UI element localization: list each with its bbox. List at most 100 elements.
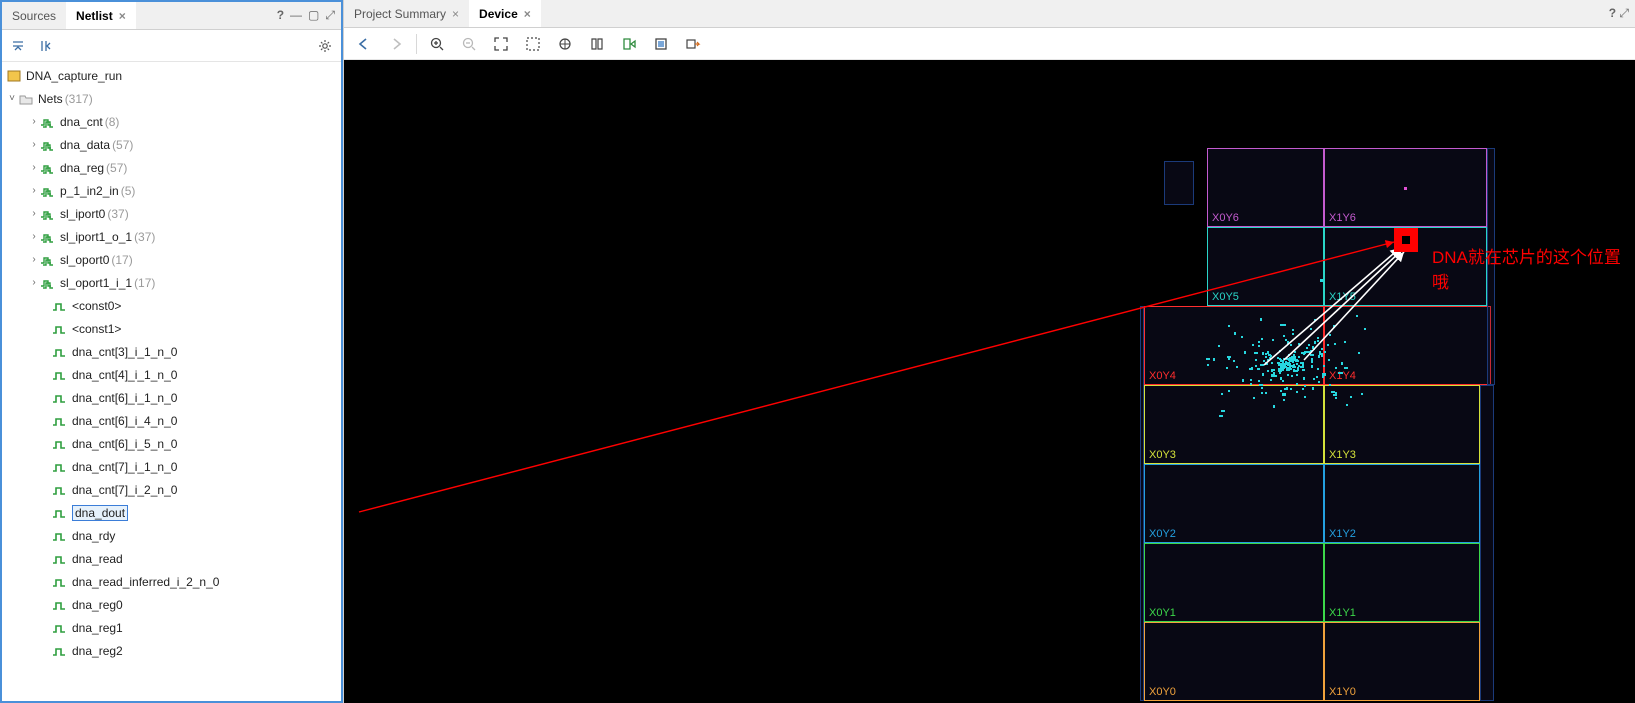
placed-cell (1317, 340, 1319, 342)
placed-cell (1298, 343, 1300, 345)
tree-node[interactable]: › sl_oport0(17) (2, 248, 341, 271)
tree-node[interactable]: · dna_cnt[3]_i_1_n_0 (2, 340, 341, 363)
tree-count: (37) (134, 230, 155, 244)
zoom-area-icon[interactable] (519, 32, 547, 56)
tree-node[interactable]: · dna_cnt[7]_i_2_n_0 (2, 478, 341, 501)
placed-cell (1327, 344, 1329, 346)
tree-node[interactable]: › sl_iport1_o_1(37) (2, 225, 341, 248)
placed-cell (1314, 319, 1316, 321)
caret-icon[interactable]: › (28, 208, 40, 219)
gear-icon[interactable] (315, 36, 335, 56)
clock-region-label: X1Y0 (1329, 686, 1356, 698)
tree-root[interactable]: DNA_capture_run (2, 64, 341, 87)
caret-icon[interactable]: › (28, 185, 40, 196)
back-icon[interactable] (350, 32, 378, 56)
close-icon[interactable]: × (524, 7, 531, 21)
place-icon[interactable] (615, 32, 643, 56)
tree-node[interactable]: · dna_read (2, 547, 341, 570)
close-icon[interactable]: × (452, 7, 459, 21)
collapse-all-icon[interactable] (8, 36, 28, 56)
caret-icon[interactable]: › (28, 116, 40, 127)
forward-icon[interactable] (382, 32, 410, 56)
netlist-tree[interactable]: DNA_capture_run ˅ Nets (317) › dna_cnt(8… (2, 62, 341, 701)
placed-cell (1258, 341, 1260, 343)
tree-node[interactable]: · dna_reg0 (2, 593, 341, 616)
tree-node[interactable]: · dna_cnt[4]_i_1_n_0 (2, 363, 341, 386)
tree-node[interactable]: · dna_cnt[6]_i_4_n_0 (2, 409, 341, 432)
caret-icon[interactable]: › (28, 162, 40, 173)
tree-node[interactable]: · dna_rdy (2, 524, 341, 547)
tree-node-label: dna_cnt[6]_i_4_n_0 (72, 414, 177, 428)
tree-node[interactable]: · dna_reg2 (2, 639, 341, 662)
minimize-icon[interactable]: — (290, 8, 302, 23)
routing-resources-icon[interactable] (583, 32, 611, 56)
placed-cell (1279, 358, 1281, 360)
caret-icon[interactable]: › (28, 231, 40, 242)
folder-icon (18, 92, 34, 106)
placed-cell (1292, 329, 1294, 331)
device-canvas[interactable]: X0Y6X1Y6X0Y5X1Y5X0Y4X1Y4X0Y3X1Y3X0Y2X1Y2… (344, 60, 1635, 703)
clock-region[interactable]: X1Y3 (1324, 385, 1480, 464)
zoom-in-icon[interactable] (423, 32, 451, 56)
tree-node[interactable]: › p_1_in2_in(5) (2, 179, 341, 202)
clock-region[interactable]: X0Y5 (1207, 227, 1324, 306)
highlight-icon[interactable] (647, 32, 675, 56)
placed-cell (1287, 367, 1291, 369)
zoom-out-icon[interactable] (455, 32, 483, 56)
tree-count: (57) (106, 161, 127, 175)
help-icon[interactable]: ? (277, 8, 284, 23)
tab-sources[interactable]: Sources (2, 2, 66, 29)
clock-region[interactable]: X0Y2 (1144, 464, 1324, 543)
maximize-icon[interactable]: ⤢ (1619, 6, 1629, 20)
tree-node-label: dna_cnt[6]_i_1_n_0 (72, 391, 177, 405)
right-window-controls: ? ⤢ (1609, 6, 1635, 21)
clock-region[interactable]: X1Y1 (1324, 543, 1480, 622)
net-icon (52, 529, 68, 543)
tree-nets[interactable]: ˅ Nets (317) (2, 87, 341, 110)
clock-region[interactable]: X1Y2 (1324, 464, 1480, 543)
caret-icon[interactable]: › (28, 254, 40, 265)
clock-region[interactable]: X1Y0 (1324, 622, 1480, 701)
placed-cell (1268, 354, 1270, 356)
tab-device[interactable]: Device × (469, 0, 541, 27)
expand-all-icon[interactable] (36, 36, 56, 56)
restore-icon[interactable]: ▢ (308, 8, 319, 23)
tab-netlist[interactable]: Netlist × (66, 2, 136, 29)
clock-region[interactable]: X0Y0 (1144, 622, 1324, 701)
placed-cell (1286, 387, 1288, 389)
placed-cell (1335, 367, 1337, 369)
tree-node[interactable]: · dna_cnt[6]_i_5_n_0 (2, 432, 341, 455)
clock-region[interactable]: X1Y4 (1324, 306, 1491, 385)
clock-region[interactable]: X0Y1 (1144, 543, 1324, 622)
tree-node[interactable]: · dna_cnt[7]_i_1_n_0 (2, 455, 341, 478)
maximize-icon[interactable]: ⤢ (325, 8, 335, 23)
tree-node[interactable]: › dna_cnt(8) (2, 110, 341, 133)
tree-node[interactable]: › dna_reg(57) (2, 156, 341, 179)
clock-region[interactable]: X0Y3 (1144, 385, 1324, 464)
tree-node[interactable]: · <const1> (2, 317, 341, 340)
tree-node[interactable]: › sl_iport0(37) (2, 202, 341, 225)
tree-node[interactable]: · dna_cnt[6]_i_1_n_0 (2, 386, 341, 409)
placed-cell (1254, 352, 1258, 354)
tree-node[interactable]: · dna_reg1 (2, 616, 341, 639)
placed-cell (1323, 365, 1325, 367)
close-icon[interactable]: × (119, 9, 126, 23)
caret-icon[interactable]: › (28, 139, 40, 150)
caret-icon[interactable]: › (28, 277, 40, 288)
tab-project-summary[interactable]: Project Summary × (344, 0, 469, 27)
net-icon (52, 299, 68, 313)
caret-icon[interactable]: ˅ (6, 93, 18, 104)
help-icon[interactable]: ? (1609, 6, 1616, 20)
clock-region[interactable]: X0Y6 (1207, 148, 1324, 227)
tree-node[interactable]: › sl_oport1_i_1(17) (2, 271, 341, 294)
zoom-fit-icon[interactable] (487, 32, 515, 56)
placed-cell (1321, 353, 1323, 355)
bus-icon (40, 276, 56, 290)
tree-node[interactable]: · <const0> (2, 294, 341, 317)
tree-node[interactable]: · dna_read_inferred_i_2_n_0 (2, 570, 341, 593)
placed-cell (1335, 392, 1337, 394)
tree-node[interactable]: · dna_dout (2, 501, 341, 524)
tree-node[interactable]: › dna_data(57) (2, 133, 341, 156)
autofit-icon[interactable] (551, 32, 579, 56)
io-ports-icon[interactable] (679, 32, 707, 56)
